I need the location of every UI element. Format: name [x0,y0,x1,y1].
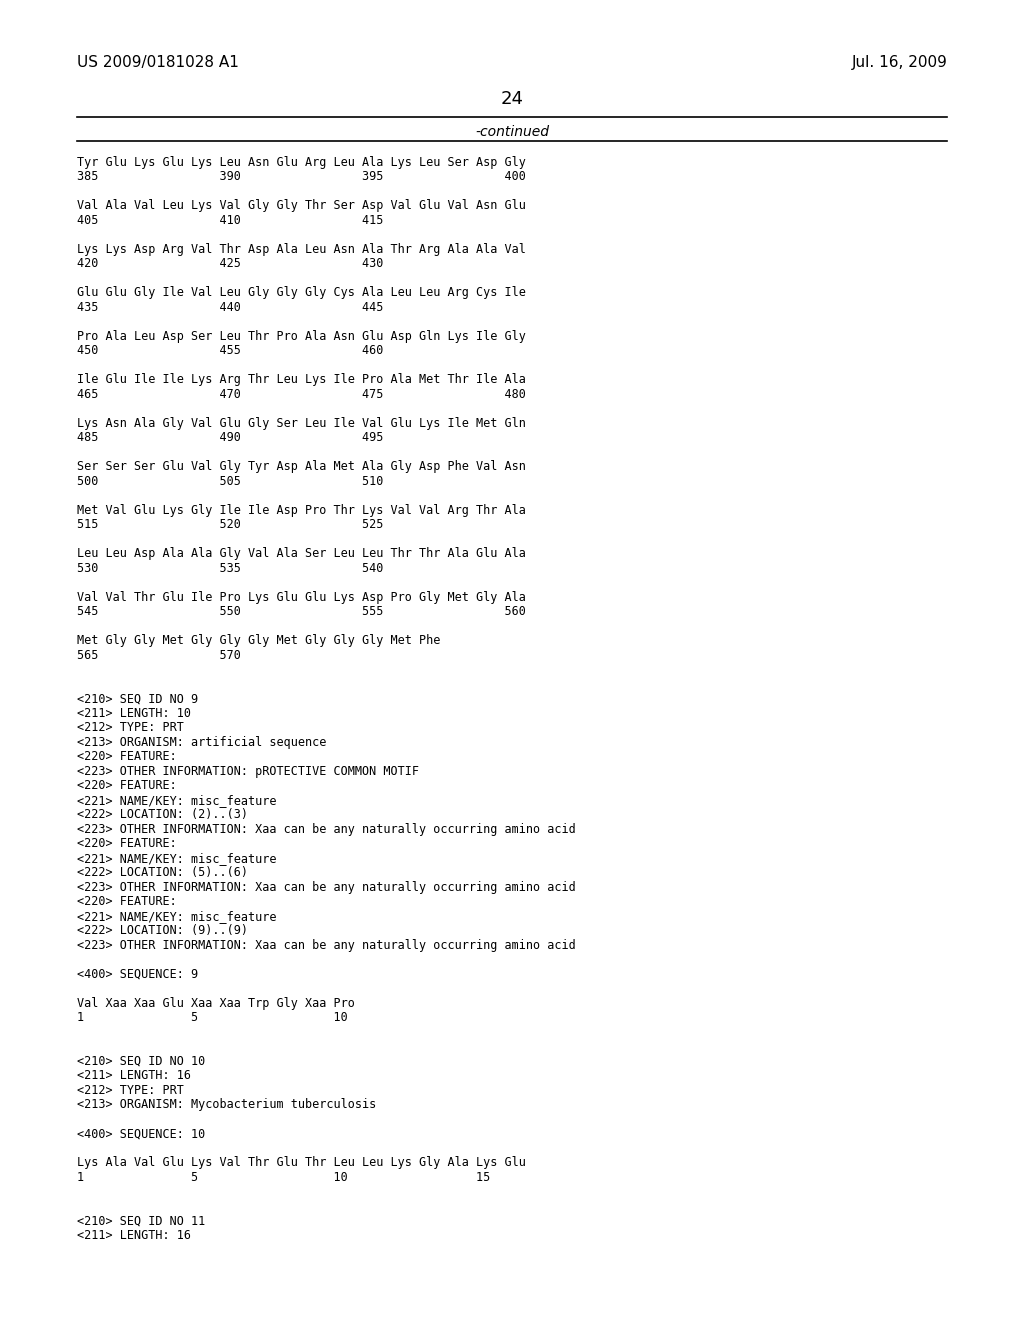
Text: 465                 470                 475                 480: 465 470 475 480 [77,388,525,401]
Text: <221> NAME/KEY: misc_feature: <221> NAME/KEY: misc_feature [77,909,276,923]
Text: <221> NAME/KEY: misc_feature: <221> NAME/KEY: misc_feature [77,793,276,807]
Text: Pro Ala Leu Asp Ser Leu Thr Pro Ala Asn Glu Asp Gln Lys Ile Gly: Pro Ala Leu Asp Ser Leu Thr Pro Ala Asn … [77,330,525,343]
Text: <222> LOCATION: (5)..(6): <222> LOCATION: (5)..(6) [77,866,248,879]
Text: <223> OTHER INFORMATION: Xaa can be any naturally occurring amino acid: <223> OTHER INFORMATION: Xaa can be any … [77,822,575,836]
Text: <211> LENGTH: 10: <211> LENGTH: 10 [77,706,190,719]
Text: 420                 425                 430: 420 425 430 [77,257,383,271]
Text: <222> LOCATION: (9)..(9): <222> LOCATION: (9)..(9) [77,924,248,937]
Text: 385                 390                 395                 400: 385 390 395 400 [77,170,525,183]
Text: Tyr Glu Lys Glu Lys Leu Asn Glu Arg Leu Ala Lys Leu Ser Asp Gly: Tyr Glu Lys Glu Lys Leu Asn Glu Arg Leu … [77,156,525,169]
Text: 1               5                   10                  15: 1 5 10 15 [77,1171,490,1184]
Text: 450                 455                 460: 450 455 460 [77,345,383,358]
Text: <213> ORGANISM: Mycobacterium tuberculosis: <213> ORGANISM: Mycobacterium tuberculos… [77,1098,376,1111]
Text: -continued: -continued [475,125,549,140]
Text: <210> SEQ ID NO 9: <210> SEQ ID NO 9 [77,692,198,705]
Text: <223> OTHER INFORMATION: Xaa can be any naturally occurring amino acid: <223> OTHER INFORMATION: Xaa can be any … [77,880,575,894]
Text: US 2009/0181028 A1: US 2009/0181028 A1 [77,55,239,70]
Text: Lys Lys Asp Arg Val Thr Asp Ala Leu Asn Ala Thr Arg Ala Ala Val: Lys Lys Asp Arg Val Thr Asp Ala Leu Asn … [77,243,525,256]
Text: Val Xaa Xaa Glu Xaa Xaa Trp Gly Xaa Pro: Val Xaa Xaa Glu Xaa Xaa Trp Gly Xaa Pro [77,997,354,1010]
Text: 565                 570: 565 570 [77,648,241,661]
Text: Leu Leu Asp Ala Ala Gly Val Ala Ser Leu Leu Thr Thr Ala Glu Ala: Leu Leu Asp Ala Ala Gly Val Ala Ser Leu … [77,548,525,560]
Text: Lys Ala Val Glu Lys Val Thr Glu Thr Leu Leu Lys Gly Ala Lys Glu: Lys Ala Val Glu Lys Val Thr Glu Thr Leu … [77,1156,525,1170]
Text: <213> ORGANISM: artificial sequence: <213> ORGANISM: artificial sequence [77,735,327,748]
Text: Lys Asn Ala Gly Val Glu Gly Ser Leu Ile Val Glu Lys Ile Met Gln: Lys Asn Ala Gly Val Glu Gly Ser Leu Ile … [77,417,525,430]
Text: 1               5                   10: 1 5 10 [77,1011,347,1024]
Text: <223> OTHER INFORMATION: Xaa can be any naturally occurring amino acid: <223> OTHER INFORMATION: Xaa can be any … [77,939,575,952]
Text: Glu Glu Gly Ile Val Leu Gly Gly Gly Cys Ala Leu Leu Arg Cys Ile: Glu Glu Gly Ile Val Leu Gly Gly Gly Cys … [77,286,525,300]
Text: <400> SEQUENCE: 9: <400> SEQUENCE: 9 [77,968,198,981]
Text: 530                 535                 540: 530 535 540 [77,562,383,574]
Text: <212> TYPE: PRT: <212> TYPE: PRT [77,1084,183,1097]
Text: <211> LENGTH: 16: <211> LENGTH: 16 [77,1229,190,1242]
Text: <210> SEQ ID NO 11: <210> SEQ ID NO 11 [77,1214,205,1228]
Text: <211> LENGTH: 16: <211> LENGTH: 16 [77,1069,190,1082]
Text: <220> FEATURE:: <220> FEATURE: [77,895,176,908]
Text: <212> TYPE: PRT: <212> TYPE: PRT [77,721,183,734]
Text: <222> LOCATION: (2)..(3): <222> LOCATION: (2)..(3) [77,808,248,821]
Text: <220> FEATURE:: <220> FEATURE: [77,837,176,850]
Text: <400> SEQUENCE: 10: <400> SEQUENCE: 10 [77,1127,205,1140]
Text: <220> FEATURE:: <220> FEATURE: [77,750,176,763]
Text: 405                 410                 415: 405 410 415 [77,214,383,227]
Text: Met Gly Gly Met Gly Gly Gly Met Gly Gly Gly Met Phe: Met Gly Gly Met Gly Gly Gly Met Gly Gly … [77,634,440,647]
Text: 485                 490                 495: 485 490 495 [77,432,383,445]
Text: 24: 24 [501,90,523,108]
Text: Ile Glu Ile Ile Lys Arg Thr Leu Lys Ile Pro Ala Met Thr Ile Ala: Ile Glu Ile Ile Lys Arg Thr Leu Lys Ile … [77,374,525,387]
Text: Val Ala Val Leu Lys Val Gly Gly Thr Ser Asp Val Glu Val Asn Glu: Val Ala Val Leu Lys Val Gly Gly Thr Ser … [77,199,525,213]
Text: 545                 550                 555                 560: 545 550 555 560 [77,606,525,618]
Text: <221> NAME/KEY: misc_feature: <221> NAME/KEY: misc_feature [77,851,276,865]
Text: <210> SEQ ID NO 10: <210> SEQ ID NO 10 [77,1055,205,1068]
Text: 500                 505                 510: 500 505 510 [77,475,383,488]
Text: <220> FEATURE:: <220> FEATURE: [77,779,176,792]
Text: Val Val Thr Glu Ile Pro Lys Glu Glu Lys Asp Pro Gly Met Gly Ala: Val Val Thr Glu Ile Pro Lys Glu Glu Lys … [77,591,525,603]
Text: Jul. 16, 2009: Jul. 16, 2009 [851,55,947,70]
Text: <223> OTHER INFORMATION: pROTECTIVE COMMON MOTIF: <223> OTHER INFORMATION: pROTECTIVE COMM… [77,764,419,777]
Text: Ser Ser Ser Glu Val Gly Tyr Asp Ala Met Ala Gly Asp Phe Val Asn: Ser Ser Ser Glu Val Gly Tyr Asp Ala Met … [77,461,525,474]
Text: 435                 440                 445: 435 440 445 [77,301,383,314]
Text: Met Val Glu Lys Gly Ile Ile Asp Pro Thr Lys Val Val Arg Thr Ala: Met Val Glu Lys Gly Ile Ile Asp Pro Thr … [77,504,525,516]
Text: 515                 520                 525: 515 520 525 [77,519,383,531]
